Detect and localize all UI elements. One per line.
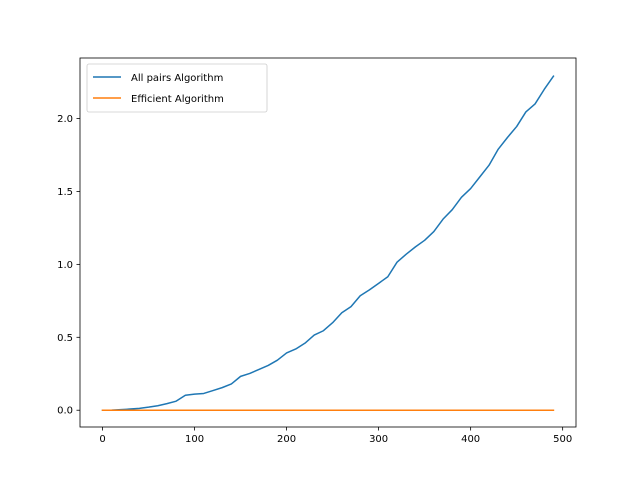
y-tick-label: 2.0 [57,114,73,125]
y-tick-label: 1.5 [57,187,73,198]
y-tick-label: 0.5 [57,333,73,344]
legend: All pairs Algorithm Efficient Algorithm [86,63,268,113]
x-axis: 0 100 200 300 400 500 [99,427,572,445]
x-tick-label: 0 [99,434,105,445]
x-tick-label: 400 [461,434,480,445]
y-tick-label: 0.0 [57,406,73,417]
legend-label: Efficient Algorithm [131,94,224,105]
y-tick-label: 1.0 [57,260,73,271]
x-tick-label: 200 [277,434,296,445]
x-tick-label: 500 [553,434,572,445]
legend-box [86,63,268,113]
legend-label: All pairs Algorithm [131,73,223,84]
y-axis: 0.0 0.5 1.0 1.5 2.0 [57,114,80,417]
x-tick-label: 300 [369,434,388,445]
x-tick-label: 100 [185,434,204,445]
axes-frame [79,57,577,428]
series-layer [101,75,555,411]
series-line-1 [101,75,555,411]
